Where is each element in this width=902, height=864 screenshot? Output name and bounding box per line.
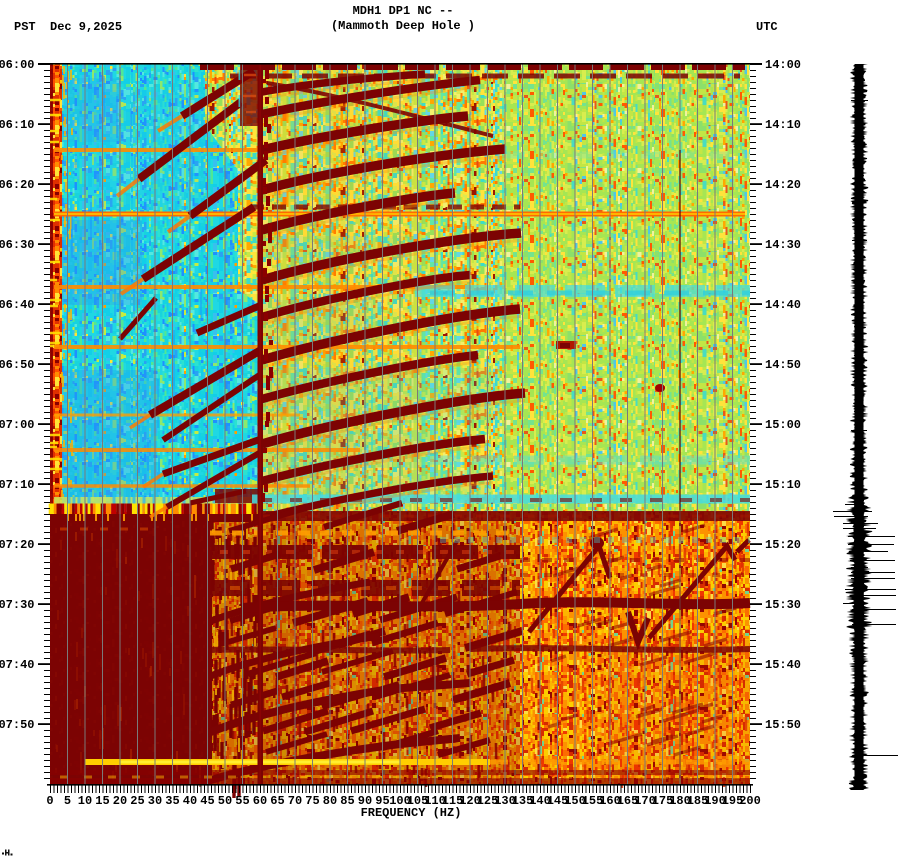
- svg-text:130: 130: [494, 794, 516, 808]
- svg-text:15:40: 15:40: [765, 658, 801, 672]
- svg-text:FREQUENCY (HZ): FREQUENCY (HZ): [361, 806, 462, 820]
- svg-text:115: 115: [442, 794, 464, 808]
- svg-text:5: 5: [64, 794, 71, 808]
- svg-text:MDH1 DP1 NC --: MDH1 DP1 NC --: [353, 4, 454, 18]
- svg-text:0: 0: [46, 794, 53, 808]
- svg-text:95: 95: [375, 794, 389, 808]
- svg-text:07:40: 07:40: [0, 658, 35, 672]
- svg-text:(Mammoth Deep Hole ): (Mammoth Deep Hole ): [331, 19, 475, 33]
- svg-text:160: 160: [599, 794, 621, 808]
- svg-text:06:10: 06:10: [0, 118, 35, 132]
- svg-text:15:50: 15:50: [765, 718, 801, 732]
- svg-text:75: 75: [305, 794, 319, 808]
- svg-text:100: 100: [389, 794, 411, 808]
- svg-text:140: 140: [529, 794, 551, 808]
- svg-text:06:30: 06:30: [0, 238, 35, 252]
- svg-text:150: 150: [564, 794, 586, 808]
- svg-text:155: 155: [582, 794, 604, 808]
- svg-text:65: 65: [270, 794, 284, 808]
- svg-text:14:00: 14:00: [765, 58, 801, 72]
- svg-text:15: 15: [95, 794, 109, 808]
- svg-text:30: 30: [148, 794, 162, 808]
- svg-text:185: 185: [687, 794, 709, 808]
- svg-text:07:10: 07:10: [0, 478, 35, 492]
- svg-text:07:20: 07:20: [0, 538, 35, 552]
- svg-text:165: 165: [617, 794, 639, 808]
- svg-text:200: 200: [739, 794, 761, 808]
- svg-text:40: 40: [183, 794, 197, 808]
- svg-text:06:20: 06:20: [0, 178, 35, 192]
- svg-text:55: 55: [235, 794, 249, 808]
- svg-text:90: 90: [358, 794, 372, 808]
- svg-text:UTC: UTC: [756, 20, 778, 34]
- svg-text:15:00: 15:00: [765, 418, 801, 432]
- svg-text:PST Dec 9,2025: PST Dec 9,2025: [14, 20, 122, 34]
- svg-text:85: 85: [340, 794, 354, 808]
- svg-text:06:40: 06:40: [0, 298, 35, 312]
- svg-text:14:40: 14:40: [765, 298, 801, 312]
- svg-text:120: 120: [459, 794, 481, 808]
- svg-text:50: 50: [218, 794, 232, 808]
- svg-text:135: 135: [512, 794, 534, 808]
- svg-text:14:50: 14:50: [765, 358, 801, 372]
- svg-text:45: 45: [200, 794, 214, 808]
- svg-text:25: 25: [130, 794, 144, 808]
- svg-text:06:50: 06:50: [0, 358, 35, 372]
- svg-text:07:00: 07:00: [0, 418, 35, 432]
- svg-text:14:10: 14:10: [765, 118, 801, 132]
- svg-text:195: 195: [722, 794, 744, 808]
- svg-text:180: 180: [669, 794, 691, 808]
- svg-text:175: 175: [652, 794, 674, 808]
- svg-text:60: 60: [253, 794, 267, 808]
- svg-text:07:50: 07:50: [0, 718, 35, 732]
- svg-text:07:30: 07:30: [0, 598, 35, 612]
- svg-text:105: 105: [407, 794, 429, 808]
- svg-text:20: 20: [113, 794, 127, 808]
- svg-text:14:20: 14:20: [765, 178, 801, 192]
- svg-text:170: 170: [634, 794, 656, 808]
- svg-text:70: 70: [288, 794, 302, 808]
- svg-text:35: 35: [165, 794, 179, 808]
- svg-text:80: 80: [323, 794, 337, 808]
- svg-text:145: 145: [547, 794, 569, 808]
- svg-text:15:10: 15:10: [765, 478, 801, 492]
- svg-text:125: 125: [477, 794, 499, 808]
- svg-text:06:00: 06:00: [0, 58, 35, 72]
- svg-text:15:30: 15:30: [765, 598, 801, 612]
- svg-text:14:30: 14:30: [765, 238, 801, 252]
- svg-text:15:20: 15:20: [765, 538, 801, 552]
- svg-text:190: 190: [704, 794, 726, 808]
- svg-text:10: 10: [78, 794, 92, 808]
- svg-text:110: 110: [424, 794, 446, 808]
